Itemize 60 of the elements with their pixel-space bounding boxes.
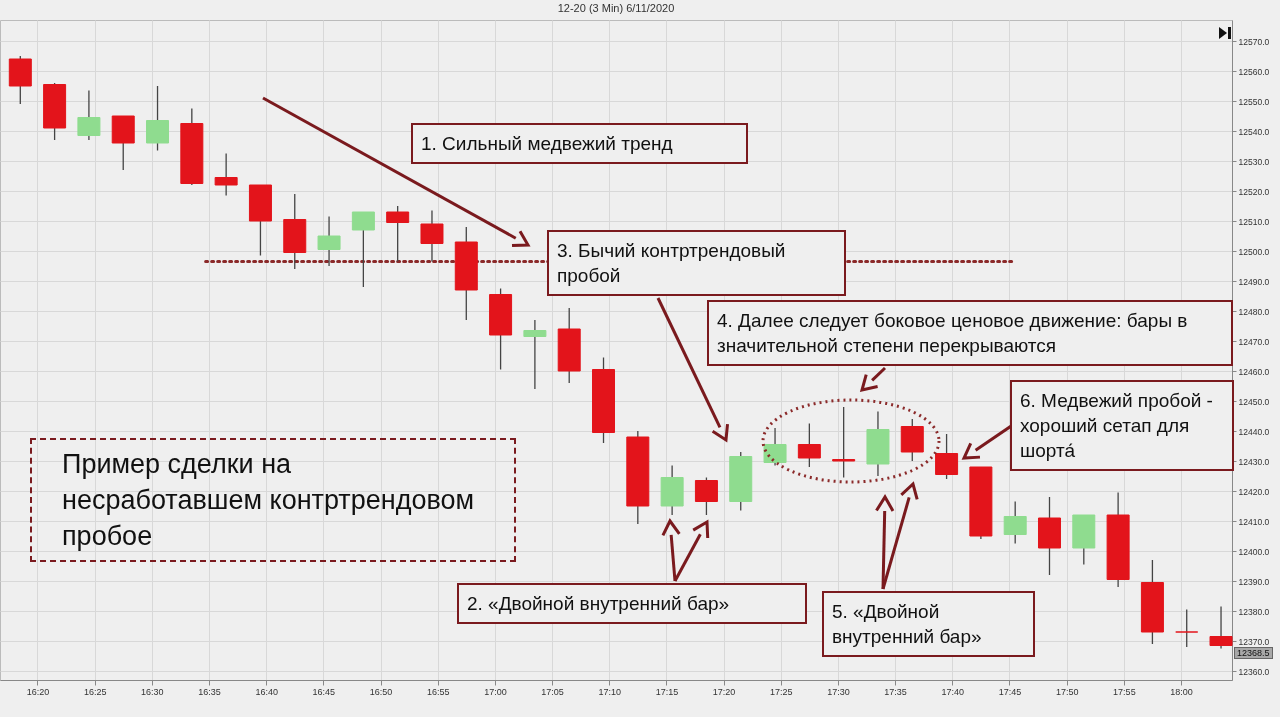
y-tick-label: 12390.0 — [1238, 576, 1270, 587]
annotation: 12368.5 — [1234, 646, 1273, 659]
x-tick-label: 17:00 — [484, 686, 507, 697]
candlestick — [214, 152, 238, 197]
y-tick-label: 12480.0 — [1238, 306, 1270, 317]
x-tick-label: 16:45 — [312, 686, 336, 697]
candlestick — [77, 89, 101, 141]
x-tick-label: 17:10 — [598, 686, 622, 697]
x-tick-label: 16:40 — [255, 686, 278, 697]
x-tick-label: 17:20 — [712, 686, 736, 697]
y-tick-label: 12360.0 — [1238, 666, 1270, 677]
candlestick — [1175, 608, 1199, 648]
y-tick-label: 12550.0 — [1238, 96, 1270, 107]
candlestick — [317, 215, 341, 267]
x-tick-label: 16:20 — [26, 686, 50, 697]
y-tick-label: 12440.0 — [1238, 426, 1270, 437]
candlestick — [386, 205, 410, 263]
y-tick-label: 12530.0 — [1238, 156, 1270, 167]
x-tick-label: 16:30 — [141, 686, 164, 697]
y-tick-label: 12490.0 — [1238, 276, 1270, 287]
y-tick-label: 12400.0 — [1238, 546, 1270, 557]
candlestick — [935, 433, 959, 480]
y-tick-label: 12410.0 — [1238, 516, 1270, 527]
y-tick-label: 12420.0 — [1238, 486, 1270, 497]
y-tick-label: 12430.0 — [1238, 456, 1270, 467]
y-tick-label: 12380.0 — [1238, 606, 1270, 617]
y-tick-label: 12470.0 — [1238, 336, 1270, 347]
candlestick — [351, 211, 375, 288]
y-tick-label: 12570.0 — [1238, 36, 1270, 47]
x-tick-label: 16:35 — [198, 686, 221, 697]
candlestick — [1003, 500, 1027, 545]
y-tick-label: 12450.0 — [1238, 396, 1270, 407]
x-tick-label: 18:00 — [1170, 686, 1193, 697]
candlestick — [763, 427, 787, 467]
candlestick — [523, 319, 547, 390]
x-tick-label: 17:15 — [655, 686, 679, 697]
y-tick-label: 12510.0 — [1238, 216, 1270, 227]
candlestick — [797, 422, 821, 468]
x-tick-label: 16:25 — [83, 686, 107, 697]
x-tick-label: 17:35 — [884, 686, 907, 697]
y-tick-label: 12370.0 — [1238, 636, 1270, 647]
y-tick-label: 12520.0 — [1238, 186, 1270, 197]
x-tick-label: 17:05 — [541, 686, 564, 697]
x-tick-label: 17:55 — [1113, 686, 1136, 697]
candlestick — [420, 209, 444, 263]
x-tick-label: 17:30 — [827, 686, 850, 697]
candlestick — [694, 476, 718, 516]
x-tick-label: 16:50 — [369, 686, 393, 697]
x-tick-label: 16:55 — [426, 686, 450, 697]
x-tick-label: 17:50 — [1055, 686, 1079, 697]
candlestick — [146, 85, 170, 152]
y-tick-label: 12540.0 — [1238, 126, 1270, 137]
chart-title: 12-20 (3 Min) 6/11/2020 — [557, 2, 675, 14]
y-tick-label: 12560.0 — [1238, 66, 1270, 77]
y-tick-label: 12500.0 — [1238, 246, 1270, 257]
x-tick-label: 17:45 — [998, 686, 1022, 697]
y-tick-label: 12460.0 — [1238, 366, 1270, 377]
candlestick — [832, 406, 856, 479]
x-tick-label: 17:25 — [770, 686, 793, 697]
x-tick-label: 17:40 — [941, 686, 965, 697]
